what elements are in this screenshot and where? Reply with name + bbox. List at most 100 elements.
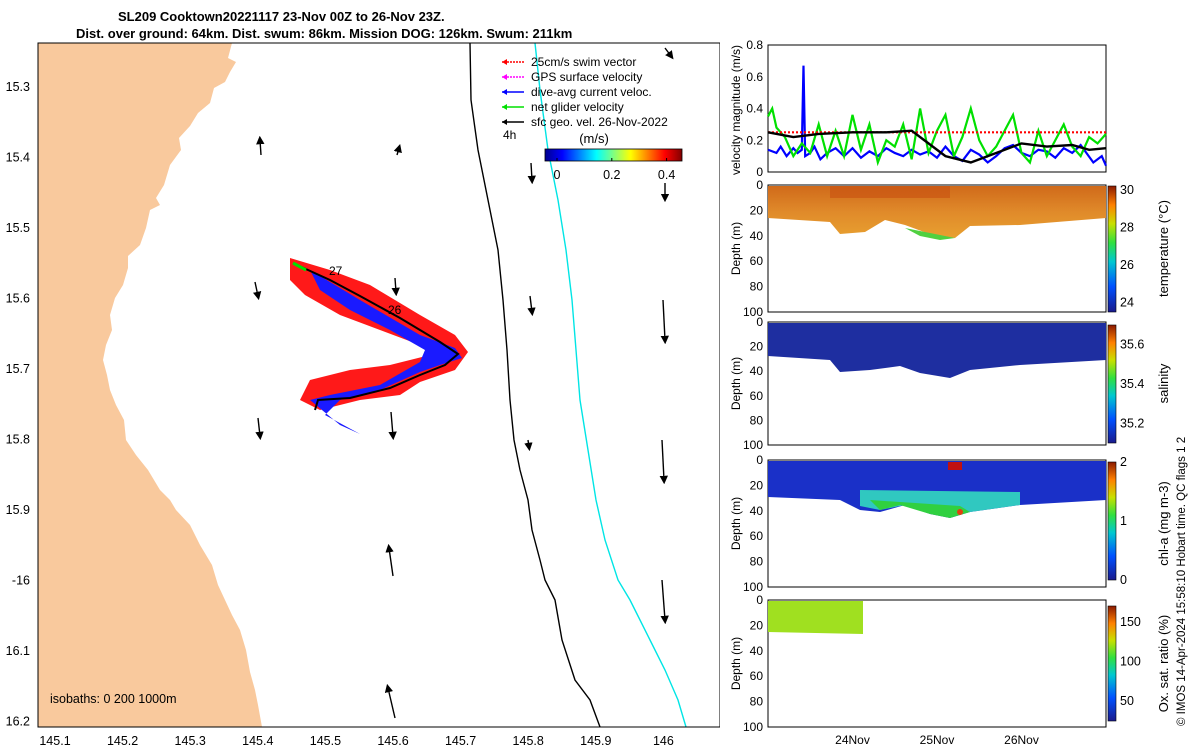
colorbar-label: chl-a (mg m-3) bbox=[1156, 481, 1171, 566]
net-glider-velocity-segment bbox=[292, 261, 307, 272]
velocity-series-line bbox=[767, 104, 1107, 167]
depth-tick: 20 bbox=[750, 203, 764, 217]
colorbar-label: temperature (°C) bbox=[1156, 200, 1171, 297]
colorbar-tick-label: 0 bbox=[554, 168, 561, 182]
depth-tick: 0 bbox=[756, 178, 763, 192]
colorbar-tick-label: 35.2 bbox=[1120, 416, 1144, 430]
speed-colorbar-ticks: 0 0.2 0.4 bbox=[554, 158, 675, 182]
legend-entry: 25cm/s swim vector bbox=[531, 55, 636, 69]
colorbar-tick-label: 100 bbox=[1120, 655, 1141, 669]
colorbar-tick-label: 30 bbox=[1120, 183, 1134, 197]
isobaths-label: isobaths: 0 200 1000m bbox=[50, 692, 176, 706]
colorbar-tick-label: 28 bbox=[1120, 220, 1134, 234]
depth-ylabel: Depth (m) bbox=[729, 357, 743, 410]
depth-ylabel: Depth (m) bbox=[729, 497, 743, 550]
oxygen-colorbar bbox=[1107, 605, 1117, 722]
depth-tick: 20 bbox=[750, 340, 764, 354]
map-x-tick: 145.7 bbox=[445, 734, 476, 748]
day-label-26: 26 bbox=[388, 303, 402, 317]
map-x-tick: 145.5 bbox=[310, 734, 341, 748]
map-y-tick: 15.5 bbox=[6, 221, 30, 235]
colorbar-label: salinity bbox=[1156, 363, 1171, 403]
depth-ylabel: Depth (m) bbox=[729, 222, 743, 275]
colorbar-tick-label: 26 bbox=[1120, 258, 1134, 272]
oxygen-field bbox=[768, 601, 863, 634]
map-y-tick: 15.9 bbox=[6, 503, 30, 517]
colorbar-tick-label: 35.4 bbox=[1120, 377, 1144, 391]
velocity-axes bbox=[767, 44, 1107, 173]
velocity-y-tick: 0.6 bbox=[746, 70, 763, 84]
depth-tick: 20 bbox=[750, 618, 764, 632]
depth-tick: 100 bbox=[743, 305, 763, 319]
depth-ylabel: Depth (m) bbox=[729, 637, 743, 690]
velocity-y-tick-labels: 0 0.2 0.4 0.6 0.8 bbox=[746, 38, 763, 179]
chla-mid-patch bbox=[860, 490, 1020, 516]
velocity-y-tick: 0.4 bbox=[746, 102, 763, 116]
velocity-series bbox=[767, 65, 1108, 167]
map-x-tick: 145.8 bbox=[513, 734, 544, 748]
map-y-tick: 16.1 bbox=[6, 644, 30, 658]
depth-tick: 40 bbox=[750, 644, 764, 658]
map-y-tick: -16 bbox=[12, 574, 30, 588]
legend-entry: net glider velocity bbox=[531, 100, 624, 114]
glider-track bbox=[290, 258, 468, 434]
chla-max-point bbox=[957, 509, 963, 515]
colorbar-tick-label: 1 bbox=[1120, 514, 1127, 528]
colorbar-unit: (m/s) bbox=[579, 131, 609, 146]
map-axes-frame bbox=[37, 42, 720, 728]
colorbar-label: Ox. sat. ratio (%) bbox=[1156, 615, 1171, 713]
velocity-y-tick: 0.2 bbox=[746, 133, 763, 147]
map-y-tick: 16.2 bbox=[6, 715, 30, 729]
depth-tick: 100 bbox=[743, 438, 763, 452]
scale-label: 4h bbox=[503, 128, 516, 142]
time-axis-ticks: 24Nov 25Nov 26Nov bbox=[835, 733, 1039, 747]
depth-tick: 0 bbox=[756, 315, 763, 329]
depth-tick: 80 bbox=[750, 413, 764, 427]
depth-tick: 100 bbox=[743, 720, 763, 734]
glider-track-map: 145.1 145.2 145.3 145.4 145.5 145.6 145.7 145.8… bbox=[6, 42, 720, 748]
map-y-tick: 15.8 bbox=[6, 433, 30, 447]
map-y-tick: 15.7 bbox=[6, 362, 30, 376]
salinity-colorbar bbox=[1107, 324, 1117, 444]
arrow-head-icon bbox=[502, 119, 507, 125]
depth-tick: 40 bbox=[750, 229, 764, 243]
map-y-tick: 15.4 bbox=[6, 151, 30, 165]
depth-tick: 60 bbox=[750, 254, 764, 268]
arrow-head-icon bbox=[502, 74, 507, 80]
arrow-head-icon bbox=[502, 104, 507, 110]
map-y-tick: 15.6 bbox=[6, 292, 30, 306]
map-x-tick: 146 bbox=[653, 734, 674, 748]
chla-surface-hotspot bbox=[948, 462, 962, 470]
time-tick-label: 26Nov bbox=[1004, 733, 1039, 747]
depth-tick: 40 bbox=[750, 504, 764, 518]
day-label-27: 27 bbox=[329, 264, 343, 278]
map-x-tick: 145.1 bbox=[39, 734, 70, 748]
temperature-field bbox=[768, 186, 1106, 238]
velocity-series-line bbox=[767, 129, 1107, 164]
temperature-cold-patch bbox=[905, 228, 955, 240]
chla-field bbox=[768, 461, 1106, 518]
sfc-geo-velocity-arrows bbox=[253, 47, 674, 719]
colorbar-tick-label: 50 bbox=[1120, 694, 1134, 708]
colorbar-tick-label: 0.4 bbox=[658, 168, 675, 182]
colorbar-tick-label: 0.2 bbox=[603, 168, 620, 182]
colorbar-tick-label: 150 bbox=[1120, 615, 1141, 629]
map-x-tick-labels: 145.1 145.2 145.3 145.4 145.5 145.6 145.7 145.8… bbox=[39, 734, 674, 748]
glider-path bbox=[296, 264, 460, 411]
depth-tick: 20 bbox=[750, 478, 764, 492]
map-x-tick: 145.9 bbox=[580, 734, 611, 748]
depth-tick: 60 bbox=[750, 389, 764, 403]
isobath-200m bbox=[469, 42, 601, 728]
colorbar-tick-label: 24 bbox=[1120, 296, 1134, 310]
map-x-tick: 145.4 bbox=[242, 734, 273, 748]
depth-tick: 40 bbox=[750, 364, 764, 378]
map-x-tick: 145.6 bbox=[377, 734, 408, 748]
chla-high-patch bbox=[870, 500, 970, 518]
depth-tick: 0 bbox=[756, 593, 763, 607]
legend-entry: GPS surface velocity bbox=[531, 70, 642, 84]
arrow-head-icon bbox=[502, 59, 507, 65]
depth-tick: 80 bbox=[750, 280, 764, 294]
depth-tick: 80 bbox=[750, 695, 764, 709]
depth-tick: 80 bbox=[750, 555, 764, 569]
